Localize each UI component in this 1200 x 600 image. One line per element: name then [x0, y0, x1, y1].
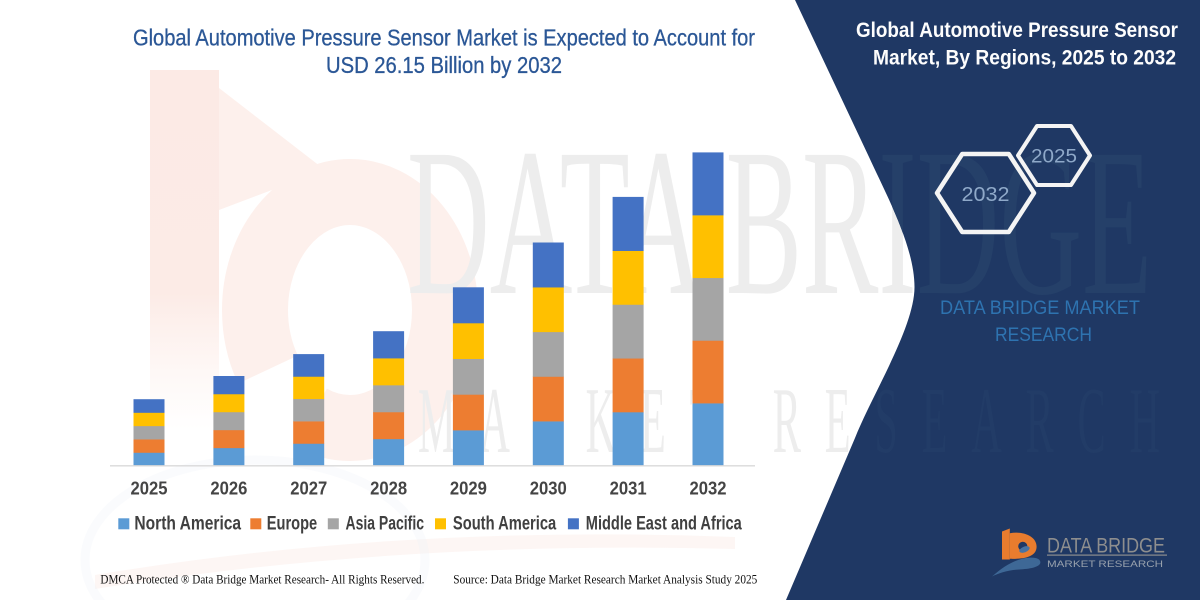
- svg-text:MARKET RESEARCH: MARKET RESEARCH: [1047, 559, 1163, 570]
- svg-text:Source: Data Bridge Market Res: Source: Data Bridge Market Research Mark…: [453, 573, 757, 587]
- svg-text:Market, By Regions, 2025 to 20: Market, By Regions, 2025 to 2032: [873, 47, 1176, 70]
- svg-text:USD 26.15 Billion by 2032: USD 26.15 Billion by 2032: [326, 52, 562, 78]
- svg-text:2032: 2032: [962, 183, 1010, 206]
- svg-text:2031: 2031: [610, 478, 647, 499]
- svg-text:2032: 2032: [690, 478, 727, 499]
- svg-text:North America: North America: [134, 513, 241, 534]
- svg-text:Middle East and Africa: Middle East and Africa: [586, 513, 742, 534]
- svg-text:2027: 2027: [290, 478, 327, 499]
- svg-text:RESEARCH: RESEARCH: [995, 324, 1092, 346]
- svg-text:2025: 2025: [131, 478, 168, 499]
- svg-text:Europe: Europe: [267, 513, 317, 534]
- svg-text:2028: 2028: [370, 478, 407, 499]
- svg-text:DATA BRIDGE: DATA BRIDGE: [1047, 535, 1165, 558]
- svg-text:2030: 2030: [530, 478, 567, 499]
- svg-text:2029: 2029: [450, 478, 487, 499]
- svg-text:DMCA Protected ® Data Bridge M: DMCA Protected ® Data Bridge Market Rese…: [100, 573, 424, 587]
- svg-text:Global Automotive Pressure Sen: Global Automotive Pressure Sensor: [856, 19, 1178, 42]
- svg-text:2026: 2026: [210, 478, 247, 499]
- svg-text:DATA BRIDGE MARKET: DATA BRIDGE MARKET: [940, 297, 1140, 319]
- svg-text:Global Automotive Pressure Sen: Global Automotive Pressure Sensor Market…: [133, 25, 755, 51]
- svg-text:2025: 2025: [1031, 146, 1077, 168]
- svg-text:South America: South America: [453, 513, 557, 534]
- svg-text:Asia Pacific: Asia Pacific: [346, 513, 425, 534]
